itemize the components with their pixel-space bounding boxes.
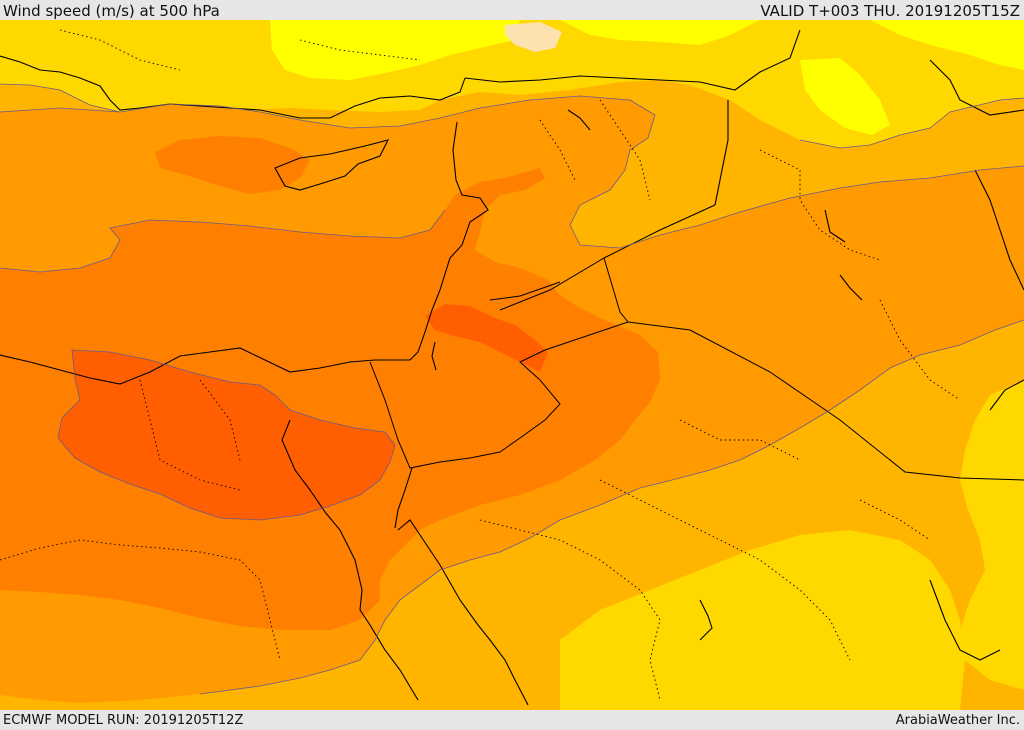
- band-yellow-north-1: [270, 20, 520, 80]
- band-yellow-north-2: [560, 20, 760, 45]
- band-yellow-north-3: [800, 58, 890, 135]
- map-canvas: [0, 20, 1024, 710]
- header-bar: Wind speed (m/s) at 500 hPa VALID T+003 …: [0, 0, 1024, 20]
- band-orange-north-lens: [155, 136, 310, 194]
- border-layer: [369, 204, 1024, 481]
- internal-border-layer: [0, 29, 961, 701]
- wind-speed-map: [0, 20, 1024, 710]
- credit: ArabiaWeather Inc.: [895, 713, 1020, 728]
- footer-bar: ECMWF MODEL RUN: 20191205T12Z ArabiaWeat…: [0, 710, 1024, 729]
- model-run: ECMWF MODEL RUN: 20191205T12Z: [3, 713, 244, 728]
- band-gold-east: [960, 380, 1024, 690]
- coastline-layer: [0, 29, 1024, 706]
- band-red-orange-east: [425, 304, 548, 372]
- band-gold-south: [560, 530, 965, 710]
- band-dark-orange: [0, 168, 660, 630]
- band-red-orange-core: [58, 350, 395, 520]
- valid-time: VALID T+003 THU. 20191205T15Z: [760, 2, 1020, 20]
- band-gold-north: [0, 20, 1024, 148]
- band-peach-north: [505, 22, 562, 52]
- contour-layer: [0, 83, 1024, 695]
- band-yellow-north-4: [870, 20, 1024, 70]
- map-title: Wind speed (m/s) at 500 hPa: [3, 2, 220, 20]
